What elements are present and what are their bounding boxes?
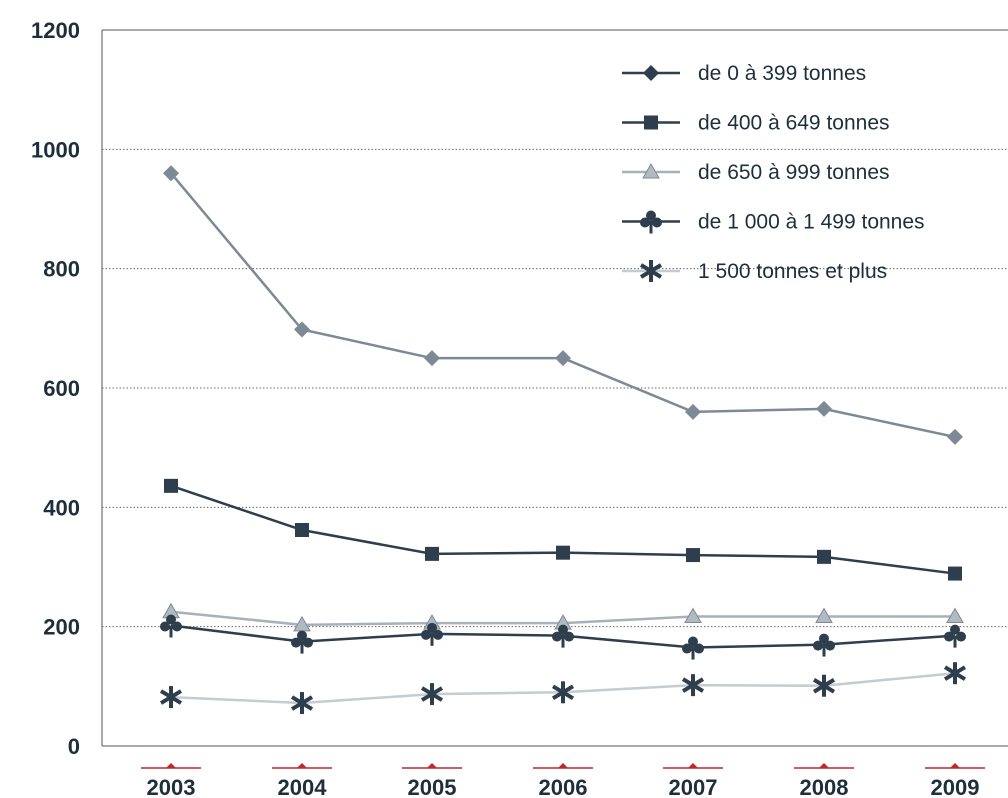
x-tick-label: 2005 [408,775,457,798]
legend-swatch-marker [640,210,662,234]
data-point [948,566,962,581]
data-point [555,350,571,367]
x-axis-ticks: 2003 2004 2005 2006 2007 2008 2009 [141,763,985,798]
legend-swatch-marker [639,260,663,282]
y-tick-label: 1200 [31,18,80,43]
series-3 [160,614,966,660]
series-4 [159,662,967,715]
x-tick-label: 2008 [800,775,849,798]
x-tick-label: 2007 [669,775,718,798]
data-point [424,350,440,367]
legend-label: de 1 000 à 1 499 tonnes [698,211,925,234]
data-point [551,681,575,704]
data-point [685,403,701,420]
legend-swatch-marker [643,65,659,81]
data-point [686,548,700,563]
x-tick-label: 2009 [931,775,980,798]
series [159,165,967,715]
data-point [290,692,314,715]
legend-item-3: de 1 000 à 1 499 tonnes [622,210,925,234]
data-point [681,674,705,697]
data-point [556,545,570,560]
y-tick-label: 0 [68,734,80,759]
legend-label: 1 500 tonnes et plus [698,260,887,283]
data-point [164,478,178,493]
data-point [159,686,183,709]
data-point [815,607,833,624]
legend-item-1: de 400 à 649 tonnes [622,112,890,135]
legend-item-2: de 650 à 999 tonnes [622,161,890,184]
legend-item-4: 1 500 tonnes et plus [622,260,887,283]
x-tick-mark-arrow [950,763,960,768]
series-0 [163,165,963,445]
data-point [421,622,443,646]
data-point [160,614,182,638]
x-tick-mark-arrow [427,763,437,768]
legend-swatch-marker [644,115,658,130]
data-point [291,630,313,654]
series-line [170,484,956,575]
data-point [813,633,835,657]
legend-label: de 0 à 399 tonnes [698,62,866,85]
x-tick-label: 2006 [539,775,588,798]
legend: de 0 à 399 tonnes de 400 à 649 tonnes de 6… [622,62,925,283]
x-tick-mark-arrow [688,763,698,768]
legend-item-0: de 0 à 399 tonnes [622,62,866,85]
x-tick-mark-arrow [297,763,307,768]
grid [102,148,1008,628]
legend-swatch-marker [642,162,660,179]
data-point [947,428,963,445]
x-tick-mark-arrow [166,763,176,768]
data-point [816,400,832,417]
legend-label: de 650 à 999 tonnes [698,161,890,184]
x-tick-label: 2004 [278,775,328,798]
data-point [295,523,309,538]
data-point [944,624,966,648]
data-point [425,546,439,561]
y-tick-label: 1000 [31,137,80,162]
axes [101,29,1008,747]
legend-label: de 400 à 649 tonnes [698,112,890,135]
data-point [163,165,179,182]
x-tick-mark-arrow [819,763,829,768]
data-point [420,683,444,706]
data-point [552,624,574,648]
y-tick-label: 200 [43,615,80,640]
x-tick-mark-arrow [558,763,568,768]
y-tick-label: 600 [43,376,80,401]
data-point [817,549,831,564]
data-point [294,321,310,338]
y-tick-label: 400 [43,495,80,520]
x-tick-label: 2003 [147,775,196,798]
y-tick-label: 800 [43,257,80,282]
data-point [943,662,967,685]
data-point [946,607,964,624]
series-1 [164,478,962,581]
y-axis-ticks: 0 200 400 600 800 1000 1200 [31,18,80,759]
data-point [682,636,704,660]
data-point [684,607,702,624]
data-point [812,674,836,697]
